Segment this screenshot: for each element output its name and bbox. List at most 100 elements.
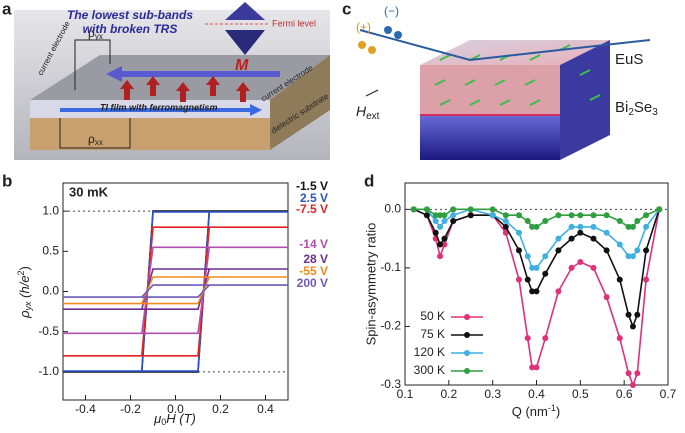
probe <box>74 39 111 90</box>
data-point <box>590 264 597 271</box>
data-point <box>634 247 641 254</box>
y-tick-label: -0.2 <box>380 319 401 333</box>
substrate-label: Bi2Se3 <box>615 99 658 118</box>
data-point <box>529 364 536 371</box>
data-point <box>423 206 430 213</box>
x-tick-label: 0.2 <box>212 402 229 416</box>
legend-label: 28 V <box>303 252 328 266</box>
neutron <box>358 41 366 49</box>
x-tick-label: -0.4 <box>75 402 96 416</box>
data-point <box>616 335 623 342</box>
data-point <box>542 270 549 277</box>
data-point <box>629 253 636 260</box>
y-tick-label: 0.5 <box>42 243 59 257</box>
rho-xx: ρxx <box>88 132 103 147</box>
eus <box>420 65 560 115</box>
data-point <box>629 223 636 230</box>
legend-label: 75 K <box>420 327 445 341</box>
data-point <box>529 264 536 271</box>
data-point <box>515 229 522 236</box>
data-point <box>410 206 417 213</box>
fit-line <box>413 208 660 388</box>
field-label: Hext <box>356 103 380 122</box>
data-point <box>616 241 623 248</box>
moments <box>120 76 250 102</box>
y-tick-label: 0.0 <box>384 202 401 216</box>
x-tick-label: 0.2 <box>440 387 457 401</box>
y-tick-label: 0.0 <box>42 284 59 298</box>
data-point <box>524 335 531 342</box>
data-point <box>590 223 597 230</box>
film-top <box>30 55 330 100</box>
y-tick-label: -0.1 <box>380 260 401 274</box>
symbol: ρ <box>88 132 95 146</box>
x-axis-label: Q (nm-1) <box>512 403 560 419</box>
data-point <box>629 382 636 388</box>
data-point <box>515 276 522 283</box>
data-point <box>515 247 522 254</box>
substrate <box>30 118 270 150</box>
t: (h/e <box>17 275 32 301</box>
neutron <box>384 26 392 34</box>
x-tick-label: 0.4 <box>528 387 545 401</box>
data-point <box>542 218 549 225</box>
data-point <box>529 288 536 295</box>
data-point <box>524 253 531 260</box>
symbol: ρ <box>88 26 95 40</box>
legend-marker <box>464 314 470 320</box>
fermi-label: Fermi level <box>272 18 316 28</box>
heading: with broken TRS <box>83 22 178 36</box>
hysteresis-loop <box>63 226 288 357</box>
y-tick-label: -1.0 <box>38 364 59 378</box>
data-point <box>625 253 632 260</box>
y-axis-label: ρyx (h/e2) <box>16 266 33 319</box>
data-point <box>533 264 540 271</box>
heading: The lowest sub-bands <box>67 8 193 22</box>
data-point <box>432 212 439 219</box>
data-point <box>542 335 549 342</box>
fit-line <box>413 208 660 269</box>
data-point <box>502 212 509 219</box>
data-point <box>533 288 540 295</box>
data-point <box>568 212 575 219</box>
legend-label: 200 V <box>297 276 328 290</box>
substrate-side <box>270 55 330 150</box>
sub: 2 <box>628 107 634 118</box>
data-point <box>577 229 584 236</box>
x-tick-label: 0.5 <box>572 387 589 401</box>
legend-label: 50 K <box>420 309 445 323</box>
data-point <box>656 206 663 213</box>
eus-label: EuS <box>615 51 643 68</box>
data-point <box>555 288 562 295</box>
data-point <box>616 276 623 283</box>
legend-label: -7.5 V <box>296 202 328 216</box>
data-point <box>437 223 444 230</box>
x-tick-label: 0.1 <box>397 387 414 401</box>
t: ) <box>556 404 560 419</box>
x-tick-label: 0.3 <box>484 387 501 401</box>
data-point <box>467 206 474 213</box>
x-tick-label: 0.6 <box>616 387 633 401</box>
legend-marker <box>464 350 470 356</box>
field-arrow <box>365 89 379 97</box>
data-point <box>643 247 650 254</box>
data-point <box>489 212 496 219</box>
panel-label: c <box>342 0 351 18</box>
sup: -1 <box>548 403 556 413</box>
hysteresis-loop <box>63 211 288 372</box>
data-point <box>568 235 575 242</box>
panel-label: a <box>2 0 12 18</box>
y-tick-label: 1.0 <box>42 203 59 217</box>
t: ) <box>17 266 32 270</box>
hysteresis-loop <box>63 210 288 373</box>
data-point <box>568 264 575 271</box>
symbol: H <box>356 103 367 119</box>
legend-label: 300 K <box>414 363 445 377</box>
data-point <box>603 212 610 219</box>
sub: 3 <box>652 107 658 118</box>
data-point <box>634 370 641 377</box>
t: Se <box>634 99 652 116</box>
data-point <box>643 276 650 283</box>
hysteresis-loop <box>63 246 288 335</box>
